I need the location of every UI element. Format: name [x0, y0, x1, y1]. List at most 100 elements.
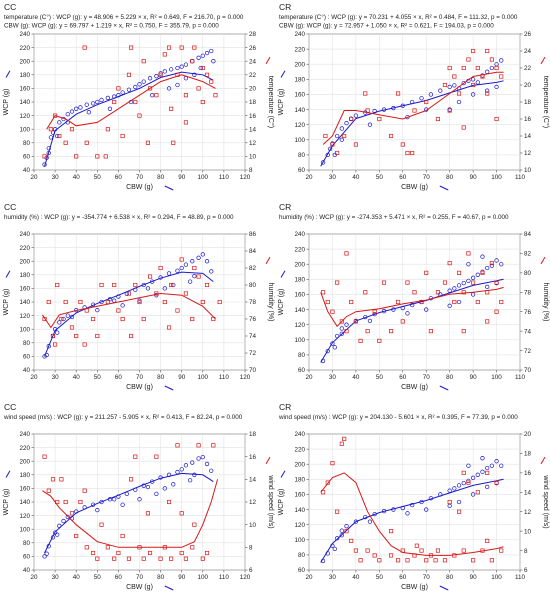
y-tick-label: 60: [298, 567, 306, 574]
fit-line: [320, 286, 504, 328]
x-tick-label: 80: [446, 574, 454, 581]
x-tick-label: 110: [515, 174, 526, 181]
data-point: [158, 265, 163, 271]
data-point: [442, 558, 448, 563]
data-point: [412, 108, 417, 113]
data-point: [349, 116, 354, 122]
data-point: [442, 82, 448, 88]
data-point: [485, 265, 490, 271]
x-tick-label: 60: [115, 574, 123, 581]
data-point: [419, 548, 424, 553]
data-point: [209, 48, 214, 54]
data-point: [99, 522, 104, 527]
data-point: [55, 133, 60, 139]
y-right-axis-marker-icon: [540, 256, 546, 265]
y-right-tick-label: 20: [524, 82, 532, 89]
x-axis-marker-icon: [164, 385, 174, 391]
data-point: [148, 550, 153, 556]
y-tick-label: 200: [19, 258, 30, 265]
x-tick-label: 50: [94, 174, 102, 181]
y-tick-label: 60: [23, 354, 31, 361]
data-point: [129, 333, 134, 339]
data-point: [485, 465, 490, 471]
data-point: [480, 270, 485, 275]
y-tick-label: 180: [19, 272, 30, 279]
x-tick-label: 80: [157, 174, 165, 181]
data-point: [499, 463, 504, 468]
data-point: [461, 480, 466, 486]
data-point: [105, 545, 110, 550]
fit-line: [44, 271, 214, 357]
data-point: [147, 76, 153, 81]
x-tick-label: 120: [240, 574, 251, 581]
chart-title-line: CBW (g): WCP (g): y = 72.957 + 1.050 × x…: [279, 23, 494, 30]
y-tick-label: 240: [19, 31, 30, 38]
y-tick-label: 80: [23, 540, 31, 547]
data-point: [499, 299, 504, 305]
chart-title-line: humidity (%) : WCP (g): y = -354.774 + 6…: [4, 214, 234, 221]
y-right-axis-marker-icon: [540, 456, 546, 465]
y-right-axis-marker-icon: [540, 56, 546, 65]
data-point: [365, 548, 370, 553]
data-point: [470, 275, 476, 280]
data-point: [372, 553, 377, 558]
y-tick-label: 120: [294, 522, 305, 529]
data-point: [438, 88, 443, 93]
data-point: [86, 110, 92, 115]
data-point: [105, 127, 110, 132]
y-right-tick-label: 18: [524, 451, 532, 458]
data-point: [485, 48, 490, 54]
y-right-tick-label: 6: [249, 567, 253, 574]
x-tick-label: 70: [136, 374, 144, 381]
y-tick-label: 200: [294, 461, 305, 468]
data-point: [166, 325, 172, 330]
y-tick-label: 100: [294, 537, 305, 544]
data-point: [489, 261, 494, 266]
data-point: [461, 470, 466, 475]
data-point: [126, 87, 132, 92]
x-axis-marker-icon: [164, 585, 174, 591]
y-tick-label: 80: [23, 340, 31, 347]
data-point: [192, 265, 197, 271]
data-point: [116, 308, 121, 313]
data-point: [494, 65, 499, 71]
data-point: [470, 492, 476, 497]
data-point: [461, 65, 466, 71]
data-point: [183, 62, 189, 67]
y-tick-label: 180: [294, 477, 305, 484]
data-point: [396, 558, 401, 563]
data-point: [353, 113, 359, 118]
x-axis-label: CBW (g): [401, 184, 428, 191]
fit-line: [320, 80, 504, 167]
data-point: [145, 484, 151, 490]
y-right-axis-marker-icon: [265, 456, 271, 465]
y-right-tick-label: 8: [249, 167, 253, 174]
y-tick-label: 100: [19, 326, 30, 333]
data-point: [120, 533, 125, 539]
data-point: [349, 538, 354, 543]
y-tick-label: 140: [294, 507, 305, 514]
data-point: [69, 314, 75, 320]
data-point: [204, 259, 210, 264]
data-point: [112, 556, 117, 561]
data-point: [183, 556, 188, 561]
data-layer: [42, 45, 218, 167]
data-point: [120, 316, 125, 322]
data-point: [183, 291, 188, 296]
data-point: [494, 258, 499, 263]
x-tick-label: 80: [157, 574, 165, 581]
data-point: [84, 102, 89, 107]
data-point: [494, 116, 499, 122]
data-point: [499, 262, 504, 267]
data-point: [367, 122, 373, 127]
y-tick-label: 160: [294, 492, 305, 499]
data-point: [334, 133, 340, 139]
data-point: [154, 491, 159, 496]
x-tick-label: 100: [198, 374, 209, 381]
x-tick-label: 60: [399, 574, 407, 581]
data-point: [116, 86, 121, 91]
y-tick-label: 240: [294, 231, 305, 238]
data-point: [447, 261, 452, 266]
data-point: [325, 299, 330, 305]
x-tick-label: 20: [305, 374, 313, 381]
